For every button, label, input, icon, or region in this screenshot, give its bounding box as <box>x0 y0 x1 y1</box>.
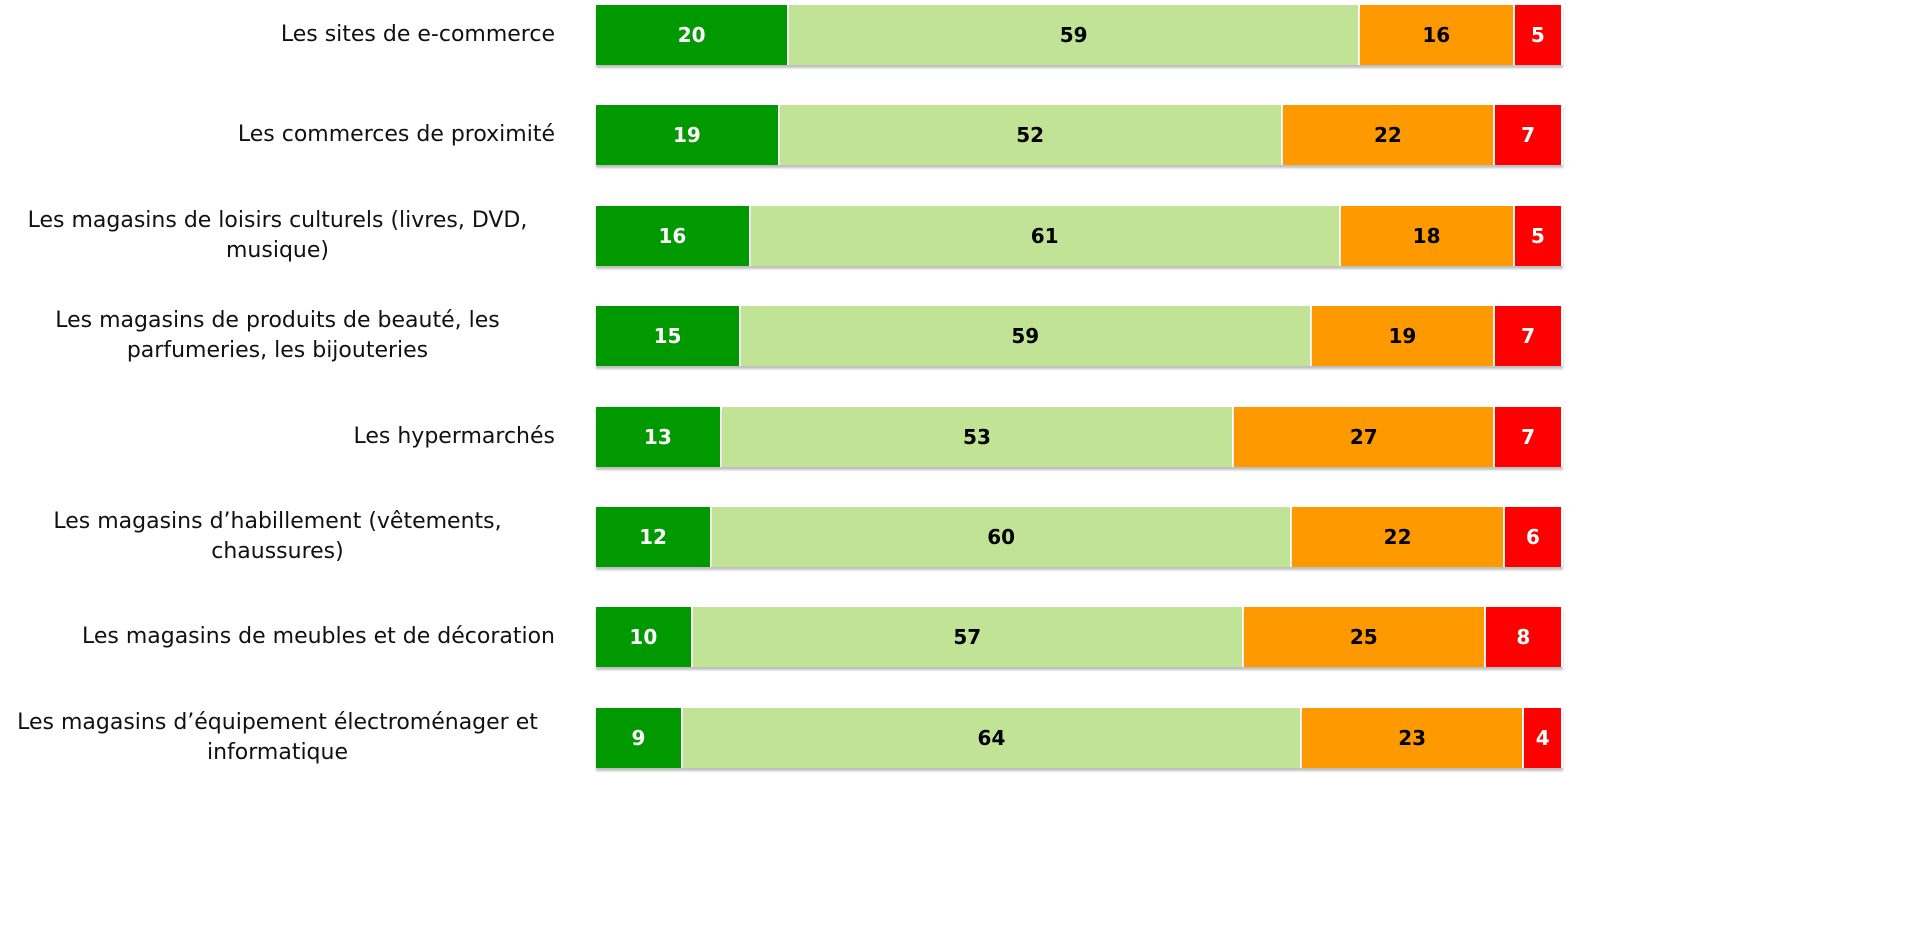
bar-segment: 7 <box>1495 306 1563 367</box>
bar-segment: 7 <box>1495 406 1563 467</box>
value-label: 7 <box>1521 324 1536 349</box>
bar-segment: 57 <box>692 607 1244 668</box>
bar-segment: 59 <box>789 5 1360 65</box>
bar-segment: 7 <box>1495 105 1563 166</box>
value-label: 57 <box>953 625 982 650</box>
bar-segment: 13 <box>596 406 722 467</box>
value-label: 60 <box>987 525 1016 549</box>
bar-segment: 8 <box>1485 607 1563 668</box>
value-label: 7 <box>1521 424 1536 449</box>
bar-segment: 5 <box>1514 5 1563 65</box>
value-label: 22 <box>1374 123 1402 148</box>
bar-segment: 22 <box>1292 507 1505 567</box>
value-label: 7 <box>1521 123 1536 148</box>
value-label: 19 <box>1388 324 1417 349</box>
category-text: Les magasins de produits de beauté, les … <box>55 308 500 364</box>
bar-segment: 16 <box>596 205 751 266</box>
bar-segment: 59 <box>741 306 1312 367</box>
bar-segment: 16 <box>1359 5 1515 65</box>
value-label: 4 <box>1535 725 1550 750</box>
bar-segment: 18 <box>1340 205 1515 266</box>
bar-segment: 61 <box>750 205 1341 266</box>
value-label: 61 <box>1030 223 1059 248</box>
value-label: 23 <box>1398 725 1427 750</box>
category-label: Les commerces de proximité <box>0 90 555 180</box>
bar-segment: 23 <box>1301 707 1525 768</box>
value-label: 59 <box>1059 23 1088 47</box>
category-text: Les magasins de loisirs culturels (livre… <box>27 207 528 263</box>
bar-segment: 15 <box>596 306 742 367</box>
bar-segment: 4 <box>1524 707 1563 768</box>
value-label: 22 <box>1383 525 1412 549</box>
value-label: 20 <box>677 23 706 47</box>
value-label: 25 <box>1349 625 1378 650</box>
value-label: 12 <box>639 525 667 549</box>
bar-segment: 60 <box>712 507 1293 567</box>
bar-segment: 5 <box>1514 205 1563 266</box>
bar-segment: 22 <box>1282 105 1496 166</box>
category-text: Les hypermarchés <box>353 423 556 449</box>
value-label: 16 <box>658 223 687 248</box>
value-label: 52 <box>1016 123 1045 148</box>
value-label: 15 <box>653 324 682 349</box>
value-label: 19 <box>672 123 701 148</box>
category-label: Les magasins d’habillement (vêtements, c… <box>0 492 555 582</box>
value-label: 59 <box>1011 324 1040 349</box>
value-label: 13 <box>643 424 672 449</box>
bar-segment: 52 <box>779 105 1283 166</box>
category-label: Les magasins d’équipement électroménager… <box>0 693 555 783</box>
bar-segment: 6 <box>1504 507 1563 567</box>
value-label: 9 <box>631 725 646 750</box>
value-label: 10 <box>629 625 658 650</box>
category-label: Les magasins de loisirs culturels (livre… <box>0 191 555 281</box>
value-label: 64 <box>977 725 1006 750</box>
category-text: Les magasins d’habillement (vêtements, c… <box>53 509 502 564</box>
value-label: 18 <box>1412 223 1441 248</box>
value-label: 6 <box>1526 525 1540 549</box>
value-label: 53 <box>963 424 991 449</box>
bar-segment: 64 <box>683 707 1302 768</box>
category-text: Les commerces de proximité <box>237 122 555 148</box>
category-label: Les sites de e-commerce <box>0 0 555 80</box>
bar-segment: 9 <box>596 707 684 768</box>
bar-segment: 25 <box>1243 607 1486 668</box>
bar-segment: 53 <box>721 406 1235 467</box>
bar-segment: 27 <box>1234 406 1496 467</box>
value-label: 16 <box>1422 23 1451 47</box>
category-label: Les hypermarchés <box>0 392 556 482</box>
bar-segment: 19 <box>1311 306 1496 367</box>
value-label: 8 <box>1516 625 1531 650</box>
bar-segment: 20 <box>596 5 790 65</box>
bar-segment: 19 <box>596 105 780 166</box>
category-label: Les magasins de meubles et de décoration <box>0 592 555 682</box>
category-text: Les magasins de meubles et de décoration <box>81 624 555 650</box>
category-label: Les magasins de produits de beauté, les … <box>0 291 555 381</box>
value-label: 27 <box>1349 424 1378 449</box>
category-text: Les sites de e-commerce <box>280 22 555 47</box>
value-label: 5 <box>1530 23 1545 47</box>
category-text: Les magasins d’équipement électroménager… <box>17 709 538 765</box>
bar-segment: 10 <box>596 607 693 668</box>
bar-segment: 12 <box>596 507 713 567</box>
value-label: 5 <box>1530 223 1545 248</box>
